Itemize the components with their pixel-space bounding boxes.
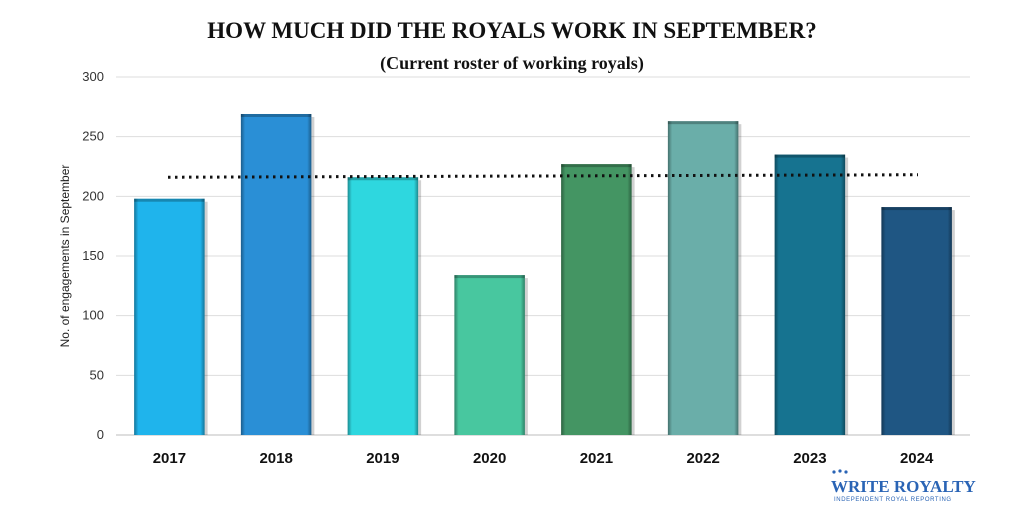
x-tick-label: 2021: [580, 450, 613, 467]
bar-shading: [134, 198, 205, 435]
bar-top-edge: [347, 177, 419, 181]
x-tick-label: 2024: [900, 450, 934, 467]
bar-top-edge: [667, 121, 739, 125]
brand-name: WRITE ROYALTY: [831, 477, 976, 496]
chart-subtitle: (Current roster of working royals): [380, 53, 644, 74]
brand-tagline: INDEPENDENT ROYAL REPORTING: [834, 497, 952, 503]
bar-shading: [240, 113, 312, 435]
y-tick-label: 150: [82, 248, 104, 263]
bar-shading: [347, 177, 419, 436]
average-trend-line: [167, 173, 919, 179]
bar-top-edge: [881, 207, 952, 211]
bar-series: [134, 113, 955, 436]
y-tick-label: 50: [90, 367, 104, 382]
brand-logo: WRITE ROYALTY INDEPENDENT ROYAL REPORTIN…: [831, 469, 976, 503]
y-axis-label: No. of engagements in September: [58, 165, 72, 348]
bar-top-edge: [774, 154, 846, 158]
x-tick-label: 2020: [473, 450, 506, 467]
y-axis-ticks: 0 50 100 150 200 250 300: [82, 69, 104, 442]
bar-top-edge: [561, 164, 632, 168]
bar-shading: [881, 207, 952, 435]
x-tick-label: 2018: [259, 450, 292, 467]
x-tick-label: 2017: [153, 450, 186, 467]
y-tick-label: 0: [97, 427, 104, 442]
bar-top-edge: [240, 113, 312, 117]
x-tick-label: 2022: [686, 450, 719, 467]
x-tick-label: 2023: [793, 450, 826, 467]
bar-shading: [561, 164, 632, 435]
bar-top-edge: [454, 275, 525, 279]
bar-shading: [454, 275, 525, 435]
bar-top-edge: [134, 198, 205, 202]
y-tick-label: 200: [82, 188, 104, 203]
y-tick-label: 300: [82, 69, 104, 84]
y-tick-label: 100: [82, 308, 104, 323]
y-tick-label: 250: [82, 129, 104, 144]
bar-shading: [774, 154, 846, 436]
x-axis-ticks: 2017 2018 2019 2020 2021 2022 2023 2024: [153, 450, 934, 467]
chart-title: HOW MUCH DID THE ROYALS WORK IN SEPTEMBE…: [207, 18, 816, 43]
bar-shading: [667, 121, 739, 436]
x-tick-label: 2019: [366, 450, 399, 467]
